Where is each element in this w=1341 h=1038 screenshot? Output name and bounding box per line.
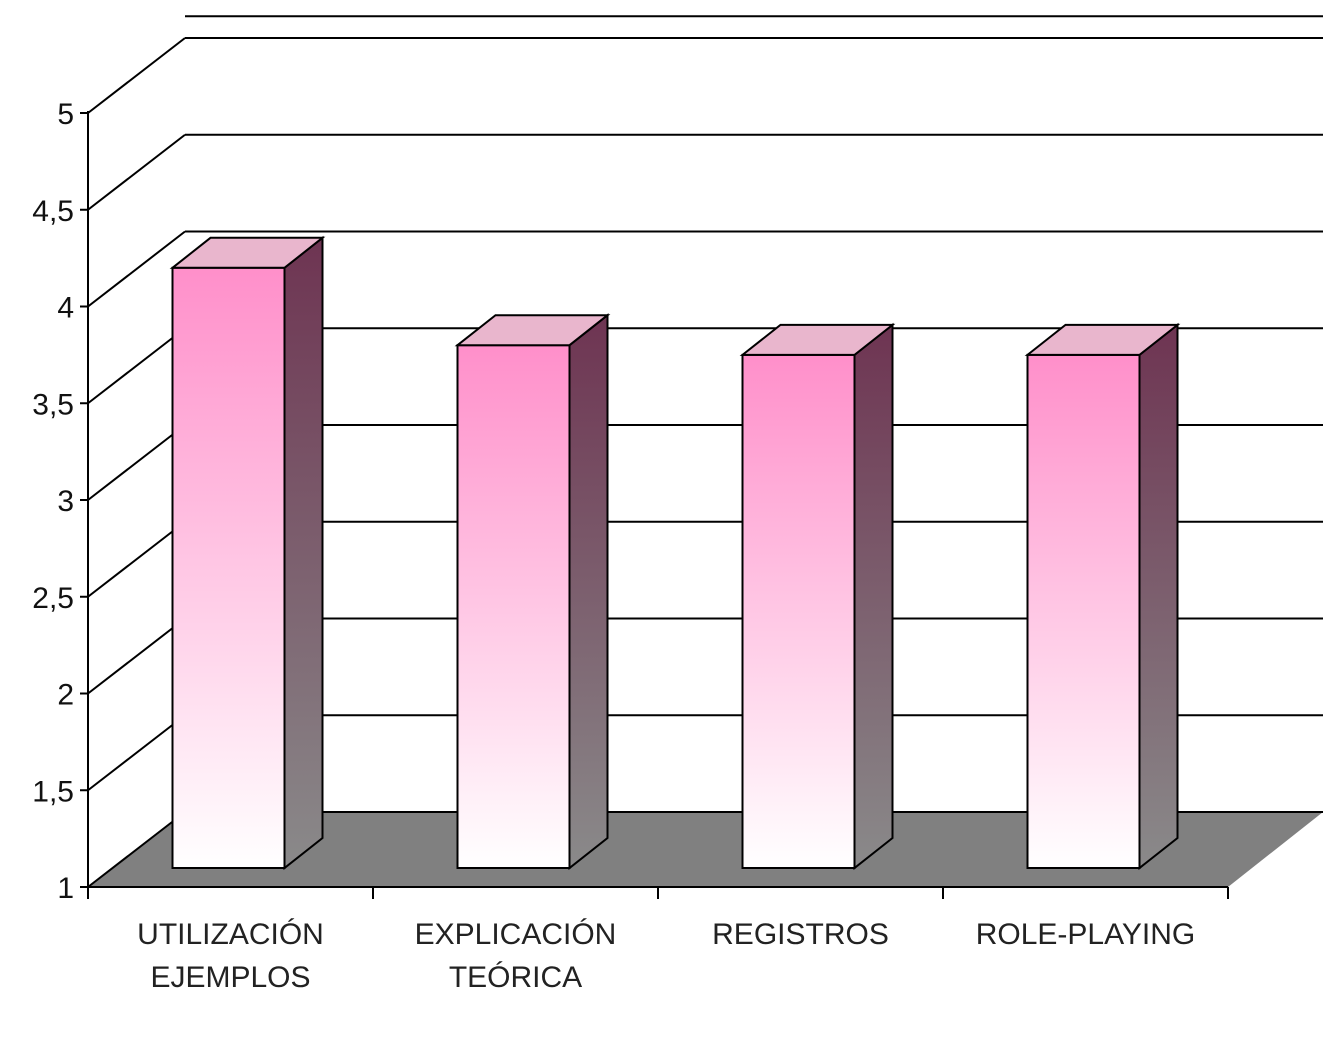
gridline-diagonal bbox=[87, 811, 186, 888]
y-tick-label: 2 bbox=[57, 679, 74, 712]
x-category-label: ROLE-PLAYING bbox=[976, 918, 1196, 951]
y-tick-label: 4,5 bbox=[32, 195, 74, 228]
bars bbox=[169, 235, 1181, 871]
x-category-label: EJEMPLOS bbox=[150, 961, 310, 994]
gridline-diagonal bbox=[87, 37, 186, 114]
bar-front bbox=[171, 266, 286, 869]
bar-top bbox=[454, 314, 611, 347]
y-tick-label: 5 bbox=[57, 98, 74, 131]
gridline-diagonal bbox=[87, 714, 186, 792]
x-category-label: UTILIZACIÓN bbox=[137, 918, 324, 951]
gridline-diagonal bbox=[87, 424, 186, 501]
y-tick-label: 4 bbox=[57, 292, 74, 325]
bar-top bbox=[739, 323, 896, 356]
bar bbox=[739, 322, 896, 871]
bar-top bbox=[1024, 323, 1181, 356]
y-tick-label: 1 bbox=[57, 872, 74, 905]
y-tick-label: 1,5 bbox=[32, 775, 74, 808]
bar-top bbox=[169, 236, 326, 269]
bar-front bbox=[456, 344, 571, 869]
x-category-label: EXPLICACIÓN bbox=[415, 918, 617, 951]
floor-plane bbox=[88, 812, 1323, 887]
bar-side bbox=[853, 322, 894, 871]
axes bbox=[80, 111, 1229, 899]
bar-front bbox=[741, 353, 856, 869]
bar-side bbox=[568, 313, 609, 871]
x-category-label: TEÓRICA bbox=[449, 961, 582, 994]
bar-side bbox=[283, 235, 324, 871]
gridline-diagonal bbox=[87, 327, 186, 405]
y-tick-label: 3 bbox=[57, 485, 74, 518]
y-tick-label: 2,5 bbox=[32, 582, 74, 615]
bar bbox=[454, 313, 611, 871]
gridline-diagonal bbox=[87, 520, 186, 598]
bar-front bbox=[1026, 353, 1141, 869]
bar bbox=[1024, 322, 1181, 871]
labels: 1 1,5 2 2,5 3 3,5 4 4,5 5 UTILIZACIÓN EJEMPLOS EXPL… bbox=[32, 98, 1195, 994]
gridline-diagonal bbox=[87, 230, 186, 308]
bar-side bbox=[1138, 322, 1179, 871]
chart-floor bbox=[88, 812, 1323, 887]
bar bbox=[169, 235, 326, 871]
gridline-diagonal bbox=[87, 133, 186, 211]
y-tick-label: 3,5 bbox=[32, 388, 74, 421]
x-category-label: REGISTROS bbox=[712, 918, 889, 951]
gridline-diagonal bbox=[87, 617, 186, 695]
